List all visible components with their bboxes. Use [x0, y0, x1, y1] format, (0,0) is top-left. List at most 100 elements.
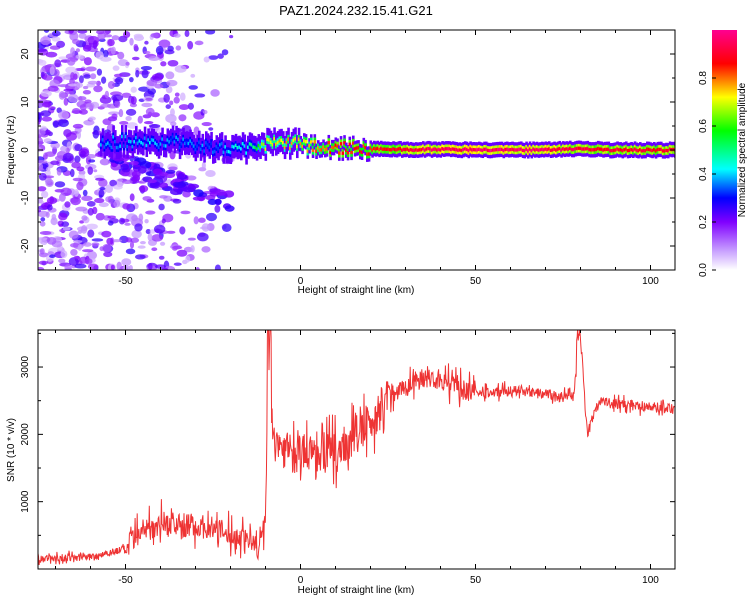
spectrogram-ridge-core [233, 145, 236, 149]
spectrogram-ridge-core [623, 148, 626, 152]
spectrogram-speckle [69, 31, 79, 41]
spectrogram-ridge-core [359, 149, 362, 154]
spectrogram-ridge-core [334, 143, 338, 147]
spectrogram-speckle [72, 177, 83, 182]
spectrogram-speckle [76, 82, 83, 88]
snr-x-tick-label: 0 [298, 575, 304, 586]
snr-panel: -50 0 50 100 1000 2000 3000 Height of straigh… [6, 329, 676, 596]
spectrogram-speckle [96, 68, 103, 76]
spectrogram-ridge-core [105, 142, 108, 147]
spectrogram-speckle [129, 37, 134, 46]
spectrogram-speckle [87, 229, 95, 238]
spectrogram-speckle [81, 195, 93, 202]
spectrogram-ridge-core [661, 149, 665, 153]
spectrogram-ridge-core [227, 149, 231, 154]
spectrogram-ridge-core [621, 149, 625, 153]
spectrogram-speckle [73, 255, 80, 260]
spectrogram-speckle [64, 201, 71, 208]
spectrogram-ridge-core [341, 151, 345, 155]
spectrogram-speckle [58, 110, 70, 120]
spectrogram-ridge-core [455, 147, 458, 152]
spectrogram-ridge-core [625, 147, 628, 151]
spectrogram-ridge-core [493, 148, 497, 152]
spectrogram-ridge-core [178, 145, 182, 150]
spectrogram-ridge-core [164, 144, 168, 148]
spectrogram-speckle [142, 196, 152, 201]
spectrogram-speckle [39, 231, 52, 235]
spectrogram-ridge-core [336, 144, 339, 148]
spectrogram-speckle [147, 111, 152, 117]
spectrogram-side-band [165, 169, 176, 174]
figure-title: PAZ1.2024.232.15.41.G21 [279, 3, 433, 18]
spectrogram-ridge-core [357, 146, 360, 150]
spectrogram-ridge-core [360, 150, 364, 155]
spectrogram-speckle [214, 264, 221, 270]
spectrogram-speckle [190, 73, 196, 78]
spectrogram-speckle [38, 159, 48, 164]
snr-x-axis-title: Height of straight line (km) [298, 585, 415, 596]
spectrogram-side-band [193, 189, 204, 197]
spectrogram-speckle [87, 207, 94, 216]
spectrogram-speckle [107, 220, 114, 226]
spectrogram-ridge-core [252, 145, 255, 149]
spectrogram-ridge-core [240, 147, 243, 151]
spectrogram-speckle [83, 74, 91, 79]
spectrogram-speckle [184, 30, 190, 37]
spectrogram-speckle [151, 234, 163, 242]
spectrogram-speckle [165, 71, 175, 80]
spectrogram-ridge-core [665, 148, 668, 153]
spectrogram-ridge-core [467, 148, 471, 153]
spectrogram-ridge-core [511, 147, 514, 151]
spectrogram-ridge-core [380, 146, 383, 151]
snr-x-ticks: -50 0 50 100 [55, 330, 659, 586]
spectrogram-speckle [70, 249, 78, 256]
spectrogram-speckle [82, 90, 92, 95]
spectrogram-ridge-core [285, 140, 289, 145]
spectrogram-ridge-core [409, 147, 413, 152]
spectrogram-speckle [100, 56, 112, 62]
spectrogram-speckle [75, 206, 88, 212]
spectrogram-speckle [129, 193, 135, 202]
spectrogram-ridge-core [476, 148, 479, 152]
spectrogram-speckle [154, 264, 167, 269]
spectrogram-ridge-core [346, 151, 350, 155]
spectrogram-speckle [102, 30, 110, 35]
spectrogram-speckle [178, 114, 187, 122]
spectrogram-speckle [98, 189, 105, 198]
spectrogram-speckle [165, 86, 173, 94]
spectrogram-speckle [141, 102, 153, 108]
spectrogram-ridge-core [115, 145, 119, 150]
spectrogram-speckle [107, 195, 114, 205]
spectrogram-ridge-core [318, 148, 322, 152]
spectrogram-speckle [164, 49, 175, 55]
spectrogram-ridge-core [485, 147, 488, 151]
spectrogram-ridge-core [133, 140, 136, 144]
spectrogram-speckle [64, 264, 72, 270]
spectrogram-side-band [215, 189, 227, 196]
spectrogram-side-band [152, 168, 163, 175]
spectrogram-speckle [125, 248, 136, 255]
spectrogram-speckle [125, 108, 137, 116]
spectrogram-ridge-core [110, 145, 114, 150]
spectrogram-speckle [77, 244, 82, 251]
spectrogram-ridge-core [205, 141, 208, 145]
spectrogram-ridge-core [567, 147, 570, 151]
spectrogram-ridge-core [108, 143, 112, 148]
spectrogram-ridge-core [331, 145, 334, 150]
snr-y-ticks: 1000 2000 3000 [20, 332, 675, 570]
spectrogram-ridge-core [593, 148, 597, 152]
spectrogram-ridge-core [630, 147, 633, 152]
spectrogram-ridge-core [119, 144, 122, 148]
spectrogram-ridge-core [611, 149, 614, 153]
spectrogram-ridge-core [478, 147, 481, 152]
spectrogram-ridge-core [219, 143, 222, 147]
spectrogram-ridge-core [520, 147, 523, 151]
spectrogram-speckle [86, 223, 98, 230]
spectrogram-ridge-core [436, 148, 439, 152]
spectrogram-ridge-core [278, 139, 282, 143]
spectrogram-speckle [38, 266, 45, 270]
spectrogram-ridge-core [458, 148, 462, 152]
spectrogram-speckle [45, 129, 51, 136]
spectrogram-ridge-core [644, 148, 647, 153]
spectrogram-ridge-core [229, 150, 233, 155]
